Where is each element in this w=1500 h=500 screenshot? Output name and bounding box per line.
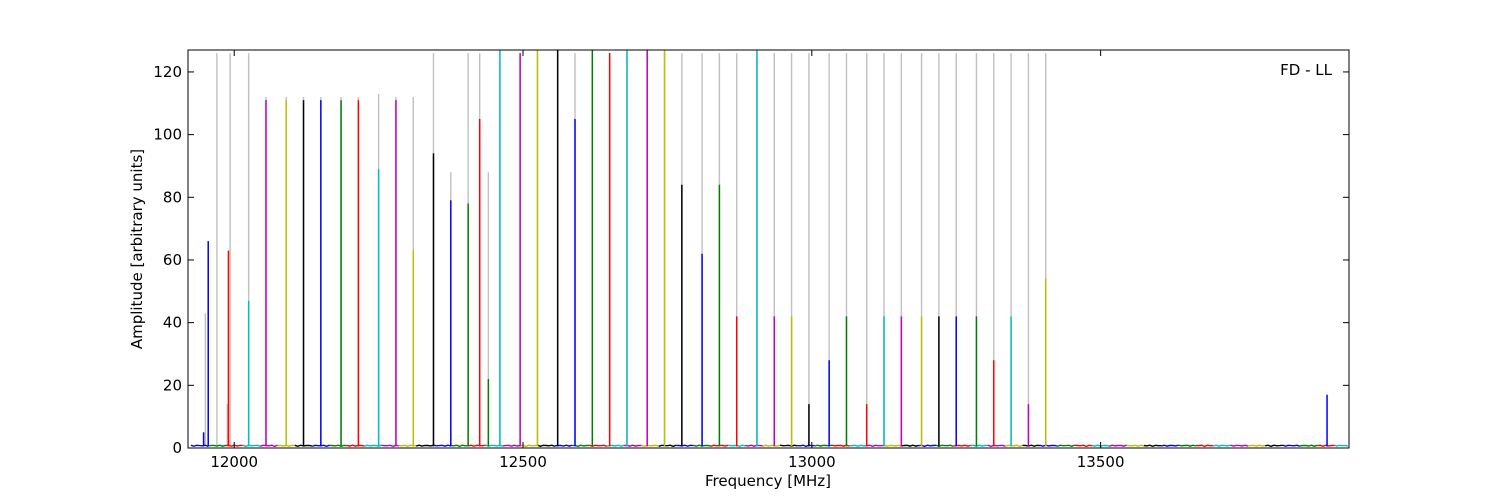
baseline-segment <box>1265 444 1283 448</box>
baseline-segment <box>1247 444 1266 447</box>
baseline-segment <box>1161 444 1179 447</box>
baseline-segment <box>883 444 902 447</box>
y-tick-label: 60 <box>163 251 182 269</box>
baseline-segment <box>190 444 209 448</box>
baseline-segment <box>1074 444 1093 448</box>
baseline-segment <box>970 444 988 447</box>
annotation-label: FD - LL <box>1280 61 1332 79</box>
baseline-segment <box>1109 444 1127 447</box>
x-tick-label: 13000 <box>788 453 836 471</box>
baseline-segment <box>1039 444 1058 447</box>
baseline-segment <box>1005 444 1023 448</box>
baseline-segment <box>1282 444 1301 448</box>
y-axis-label: Amplitude [arbitrary units] <box>128 149 146 349</box>
baseline-segment <box>415 444 434 447</box>
baseline-segment <box>537 444 556 448</box>
x-tick-label: 13500 <box>1077 453 1125 471</box>
y-tick-label: 100 <box>153 126 182 144</box>
y-tick-label: 20 <box>163 376 182 394</box>
x-axis-label: Frequency [MHz] <box>705 472 831 490</box>
baseline-segment <box>1230 444 1249 447</box>
plot-frame <box>187 49 1350 449</box>
baseline-segment <box>346 444 365 447</box>
y-tick-label: 120 <box>153 63 182 81</box>
baseline-segment <box>1317 444 1335 448</box>
baseline-segment <box>641 444 659 448</box>
baseline-segment <box>450 444 469 448</box>
baseline-segment <box>901 444 919 447</box>
baseline-segment <box>866 444 885 448</box>
x-axis-ticks: 12000 12500 13000 13500 <box>210 50 1124 471</box>
baseline-segment <box>779 444 798 447</box>
baseline-segment <box>1126 444 1145 448</box>
baseline-segment <box>502 444 521 447</box>
baseline-segment <box>1143 444 1162 448</box>
baseline-segments <box>190 444 1348 448</box>
baseline-segment <box>987 444 1006 448</box>
baseline-segment <box>676 444 694 447</box>
baseline-segment <box>433 444 451 447</box>
baseline-segment <box>242 444 261 448</box>
baseline-segment <box>762 444 781 447</box>
baseline-segment <box>1334 444 1348 447</box>
baseline-segment <box>1213 444 1231 447</box>
plot-background <box>188 50 1349 448</box>
baseline-segment <box>1022 444 1041 447</box>
x-tick-label: 12500 <box>499 453 547 471</box>
colored-peaks <box>202 50 1328 447</box>
y-axis-ticks: 0 20 40 60 80 100 120 <box>153 63 1349 457</box>
x-tick-label: 12000 <box>210 453 258 471</box>
y-tick-label: 0 <box>172 439 182 457</box>
baseline-segment <box>1057 444 1075 448</box>
baseline-segment <box>849 444 867 448</box>
y-tick-label: 40 <box>163 314 182 332</box>
baseline-segment <box>745 444 763 447</box>
baseline-segment <box>658 444 677 448</box>
baseline-segment <box>329 444 347 448</box>
baseline-segment <box>259 444 278 448</box>
baseline-segment <box>1195 444 1214 448</box>
baseline-segment <box>208 444 226 447</box>
y-tick-label: 80 <box>163 188 182 206</box>
baseline-segment <box>1299 444 1318 447</box>
baseline-segment <box>1178 444 1197 447</box>
baseline-segment <box>467 444 486 447</box>
